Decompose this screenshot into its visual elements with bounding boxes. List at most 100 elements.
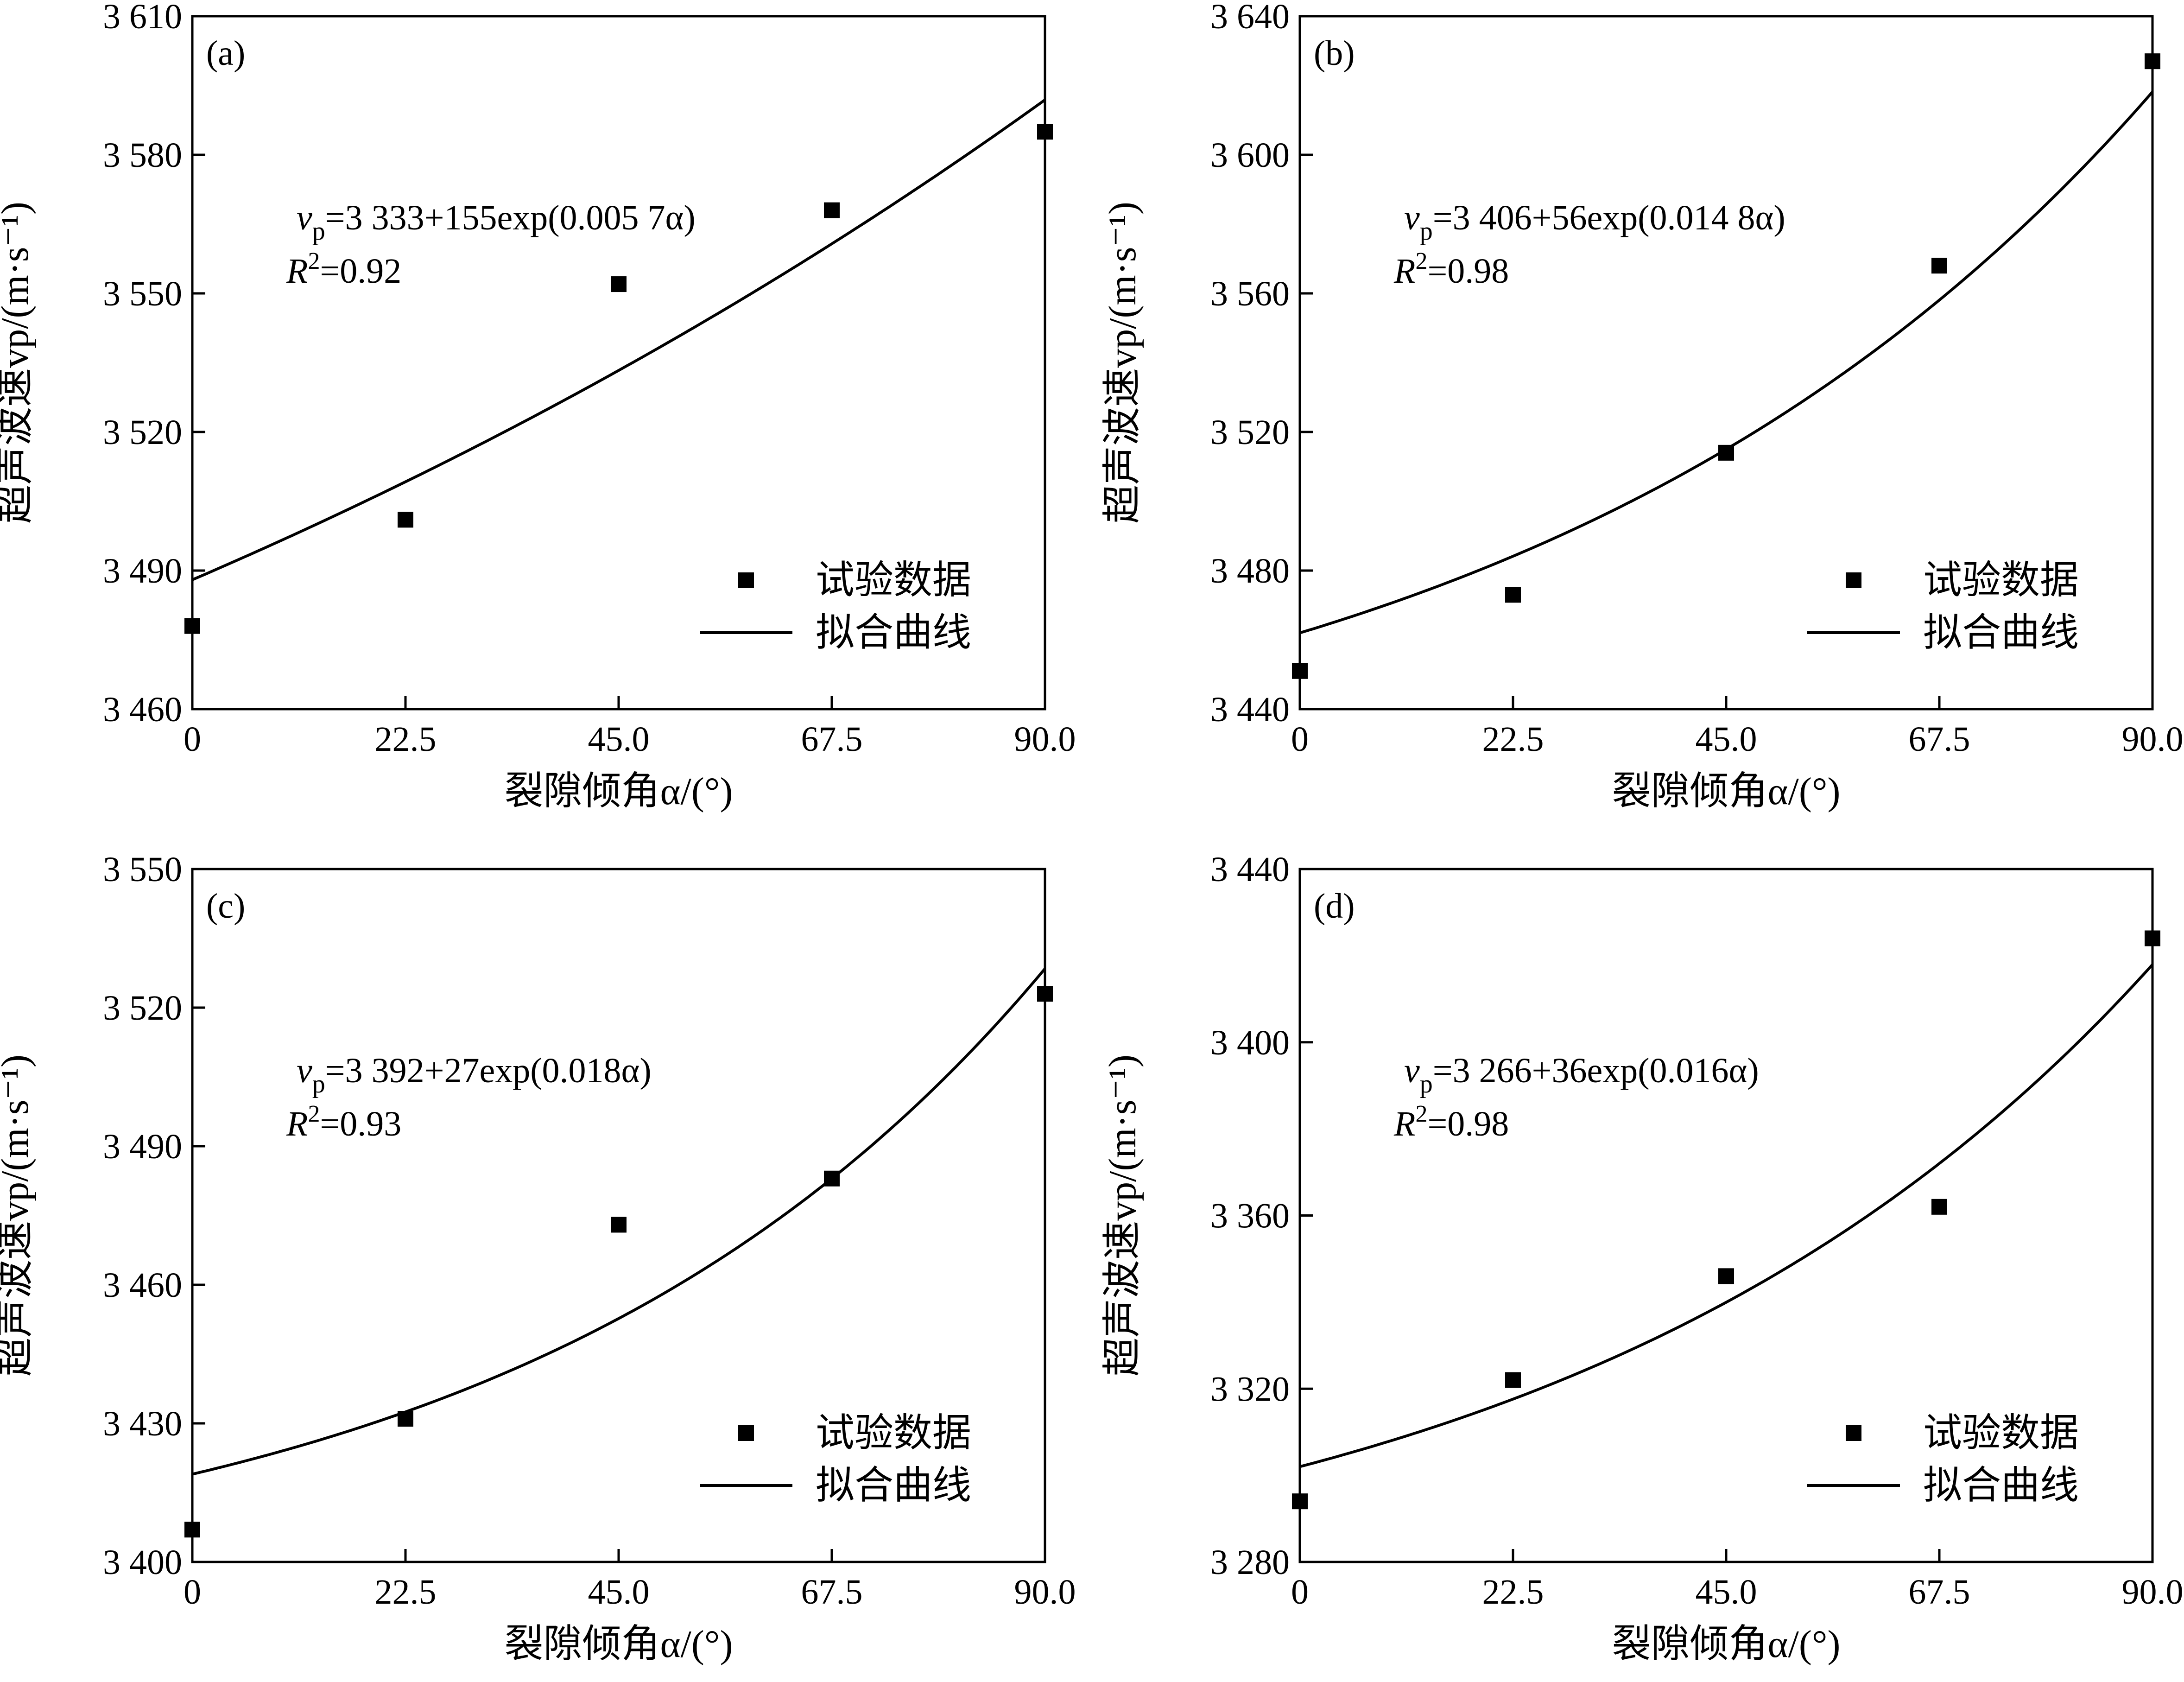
r-squared-label: R [286,252,308,291]
x-tick-label: 67.5 [1909,1573,1970,1612]
fit-curve [192,967,1046,1476]
y-tick-label: 3 460 [103,1266,182,1305]
equation-rhs: =3 406+56exp(0.014 8α) [1433,198,1785,237]
y-tick-label: 3 280 [1210,1543,1290,1582]
x-tick-label: 22.5 [1482,720,1544,759]
r-squared-value: =0.93 [320,1104,401,1143]
x-axis-label: 裂隙倾角α/(°) [1612,770,1841,813]
legend-label-data: 试验数据 [816,1412,971,1455]
legend-marker-square [1846,1425,1861,1441]
y-axis-label: 超声波速vp/(m·s⁻¹) [0,1054,37,1377]
data-point [1037,986,1053,1002]
fit-equation: vp=3 333+155exp(0.005 7α) [297,198,696,246]
y-tick-label: 3 320 [1210,1370,1290,1409]
legend-label-fit: 拟合曲线 [1923,1464,2079,1507]
data-point [824,1170,840,1187]
legend-label-data: 试验数据 [1923,1412,2079,1455]
fit-curve [1299,964,2154,1468]
x-tick-label: 90.0 [1014,1573,1076,1612]
equation-subscript: p [1420,1070,1433,1098]
data-point [1292,663,1308,679]
r-squared: R2=0.98 [1393,248,1509,291]
x-tick-label: 45.0 [588,720,650,759]
data-point [1931,258,1947,274]
y-tick-label: 3 490 [103,1127,182,1166]
x-tick-label: 67.5 [801,720,863,759]
x-tick-label: 0 [1291,1573,1309,1612]
data-point [1931,1199,1947,1215]
y-tick-label: 3 400 [103,1543,182,1582]
x-tick-label: 67.5 [1909,720,1970,759]
data-point [2145,53,2160,70]
equation-lhs: v [1404,1051,1420,1090]
x-tick-label: 90.0 [1014,720,1076,759]
equation-lhs: v [1404,198,1420,237]
x-tick-label: 0 [1291,720,1309,759]
fit-equation: vp=3 392+27exp(0.018α) [297,1051,652,1098]
y-tick-label: 3 440 [1210,690,1290,729]
data-point [611,1217,627,1233]
data-point [1292,1493,1308,1510]
r-squared: R2=0.92 [286,248,401,291]
r-squared-superscript: 2 [1415,248,1427,274]
data-point [1718,444,1734,461]
y-tick-label: 3 360 [1210,1197,1290,1236]
chart-panel-c: 0 22.5 45.0 67.5 90.0 3 400 3 430 3 460 3 490 3 5… [0,850,1076,1666]
y-tick-label: 3 550 [103,850,182,889]
x-tick-label: 45.0 [1696,1573,1757,1612]
data-point [1505,1372,1521,1388]
legend-label-fit: 拟合曲线 [816,611,971,654]
x-tick-label: 0 [184,1573,201,1612]
y-tick-label: 3 640 [1210,0,1290,36]
r-squared-superscript: 2 [1415,1101,1427,1127]
x-axis-label: 裂隙倾角α/(°) [1612,1623,1841,1666]
equation-subscript: p [312,217,325,246]
equation-rhs: =3 392+27exp(0.018α) [325,1051,652,1090]
x-axis-label: 裂隙倾角α/(°) [505,770,733,813]
x-tick-label: 22.5 [375,720,437,759]
x-tick-label: 45.0 [1696,720,1757,759]
x-tick-label: 22.5 [1482,1573,1544,1612]
r-squared: R2=0.98 [1393,1101,1509,1143]
legend-marker-square [738,1425,754,1441]
r-squared-value: =0.92 [320,252,401,291]
panel-label: (d) [1314,887,1355,926]
y-axis-label: 超声波速vp/(m·s⁻¹) [1101,1054,1144,1377]
chart-panel-d: 0 22.5 45.0 67.5 90.0 3 280 3 320 3 360 3 400 3 4… [1101,850,2184,1666]
fit-equation: vp=3 266+36exp(0.016α) [1404,1051,1759,1098]
plot-frame [1298,868,2154,1563]
y-tick-label: 3 560 [1210,274,1290,313]
plot-frame [191,15,1046,711]
data-point [398,512,413,528]
y-tick-label: 3 400 [1210,1023,1290,1062]
x-tick-label: 67.5 [801,1573,863,1612]
y-axis-label: 超声波速vp/(m·s⁻¹) [1101,202,1144,524]
plot-frame [191,868,1046,1563]
legend-label-data: 试验数据 [1923,559,2079,602]
r-squared-value: =0.98 [1427,1104,1509,1143]
x-tick-label: 45.0 [588,1573,650,1612]
y-tick-label: 3 490 [103,552,182,590]
fit-equation: vp=3 406+56exp(0.014 8α) [1404,198,1785,246]
r-squared-label: R [1393,1104,1415,1143]
y-tick-label: 3 580 [103,136,182,175]
chart-panel-a: 0 22.5 45.0 67.5 90.0 3 460 3 490 3 520 3 550 3 5… [0,0,1076,813]
legend-marker-square [1846,572,1861,588]
legend-label-fit: 拟合曲线 [1923,611,2079,654]
data-point [2145,930,2160,946]
data-point [611,276,627,292]
y-tick-label: 3 460 [103,690,182,729]
equation-subscript: p [312,1070,325,1098]
fit-curve [1299,91,2154,635]
y-tick-label: 3 610 [103,0,182,36]
y-tick-label: 3 550 [103,274,182,313]
equation-lhs: v [297,198,312,237]
equation-lhs: v [297,1051,312,1090]
chart-panel-b: 0 22.5 45.0 67.5 90.0 3 440 3 480 3 520 3 560 3 6… [1101,0,2184,813]
equation-subscript: p [1420,217,1433,246]
